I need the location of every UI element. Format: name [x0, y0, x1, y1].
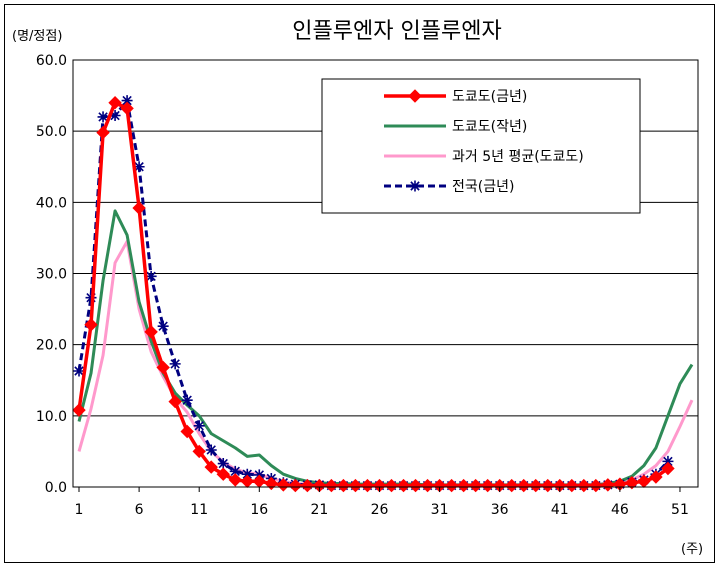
data-point-diamond [541, 478, 555, 493]
data-point-diamond [565, 478, 579, 493]
plot-area-border [72, 59, 699, 488]
data-point-diamond [348, 478, 363, 493]
y-tick-label: 10.0 [36, 409, 67, 425]
x-tick-label: 26 [371, 502, 389, 518]
x-tick-label: 31 [431, 502, 449, 518]
data-point-star [205, 444, 217, 456]
data-point-diamond [589, 478, 603, 493]
data-point-diamond [649, 470, 663, 484]
data-point-diamond [456, 478, 471, 493]
data-point-diamond [480, 478, 495, 493]
legend-entry-label: 도쿄도(작년) [452, 119, 527, 135]
data-point-diamond [72, 403, 86, 417]
y-axis-label: (명/정점) [12, 29, 62, 44]
x-tick-label: 16 [250, 502, 268, 518]
legend-entry-label: 전국(금년) [452, 179, 514, 195]
data-point-diamond [504, 478, 519, 493]
data-point-star [157, 320, 169, 332]
data-point-star [97, 111, 109, 123]
data-point-diamond [204, 460, 218, 474]
x-tick-label: 51 [671, 502, 689, 518]
legend-entry-label: 도쿄도(금년) [452, 89, 527, 105]
legend-marker-star [409, 180, 421, 192]
data-point-diamond [396, 478, 411, 493]
data-point-diamond [156, 360, 170, 375]
y-tick-label: 0.0 [45, 480, 67, 496]
tick-labels: 0.010.020.030.040.050.060.01 6 11 16 21 26 31 3… [36, 53, 689, 518]
legend: 도쿄도(금년) 도쿄도(작년) 과거 5년 평균(도쿄도) 전국(금년) [321, 78, 641, 214]
data-point-diamond [144, 325, 158, 339]
data-point-diamond [577, 478, 591, 493]
data-point-diamond [240, 474, 254, 489]
x-tick-label: 6 [135, 502, 144, 518]
data-point-diamond [529, 478, 543, 493]
y-tick-label: 60.0 [36, 53, 67, 69]
data-point-diamond [120, 101, 134, 116]
chart-title: 인플루엔자 인플루엔자 [292, 19, 501, 44]
data-point-star [121, 95, 133, 107]
data-point-star [133, 161, 145, 173]
series-2 [77, 209, 694, 487]
data-point-star [73, 365, 85, 377]
data-point-diamond [360, 478, 375, 493]
data-point-diamond [420, 478, 435, 493]
data-point-diamond [625, 476, 639, 490]
data-point-diamond [132, 201, 146, 215]
data-point-star [229, 465, 241, 477]
legend-marker-diamond [408, 89, 422, 103]
data-point-diamond [180, 424, 194, 439]
data-point-diamond [300, 478, 315, 493]
data-point-diamond [517, 478, 531, 493]
data-point-diamond [384, 478, 399, 493]
axes [72, 59, 699, 492]
series-lines [72, 95, 694, 493]
data-point-star [217, 458, 229, 470]
data-point-diamond [324, 478, 339, 493]
data-point-star [181, 394, 193, 406]
series-line [77, 209, 694, 487]
y-tick-label: 20.0 [36, 338, 67, 354]
data-point-star [169, 358, 181, 370]
y-tick-label: 50.0 [36, 124, 67, 140]
data-point-star [662, 455, 674, 467]
data-point-diamond [96, 125, 110, 140]
data-point-star [241, 468, 253, 480]
x-tick-label: 46 [611, 502, 629, 518]
x-tick-label: 36 [491, 502, 509, 518]
data-point-diamond [336, 478, 351, 493]
data-point-diamond [408, 478, 423, 493]
data-point-star [193, 420, 205, 432]
data-point-diamond [444, 478, 459, 493]
x-axis-label: (주) [681, 542, 703, 557]
data-point-star [145, 270, 157, 282]
data-point-diamond [228, 473, 242, 487]
x-tick-label: 41 [551, 502, 569, 518]
legend-box [321, 78, 641, 214]
series-1 [72, 95, 675, 493]
data-point-diamond [108, 95, 122, 110]
data-point-diamond [264, 476, 279, 491]
x-tick-label: 1 [75, 502, 84, 518]
data-point-diamond [84, 318, 98, 332]
y-tick-label: 40.0 [36, 195, 67, 211]
data-point-diamond [192, 444, 206, 459]
data-point-diamond [288, 478, 303, 493]
legend-entry-label: 과거 5년 평균(도쿄도) [452, 149, 584, 165]
data-point-diamond [468, 478, 483, 493]
data-point-star [109, 110, 121, 122]
data-point-diamond [276, 478, 291, 492]
data-point-diamond [216, 467, 230, 481]
x-tick-label: 21 [310, 502, 328, 518]
x-tick-label: 11 [190, 502, 208, 518]
data-point-diamond [661, 461, 675, 476]
data-point-diamond [168, 394, 182, 409]
y-tick-label: 30.0 [36, 267, 67, 283]
data-point-diamond [601, 478, 615, 492]
